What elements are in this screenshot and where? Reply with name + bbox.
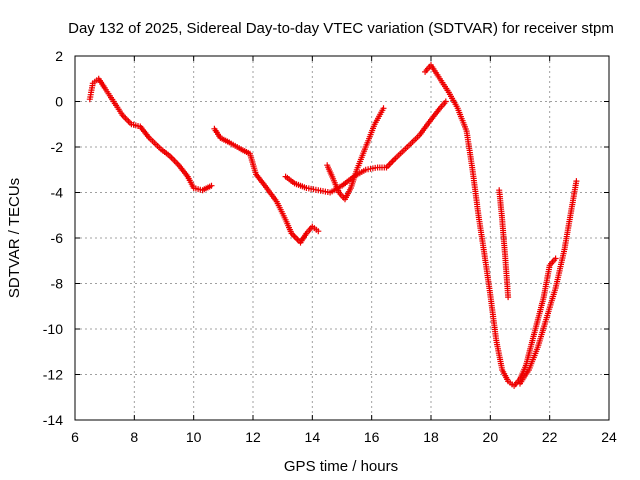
x-tick-label: 24 — [601, 429, 617, 445]
y-tick-label: -12 — [43, 367, 63, 383]
x-tick-label: 8 — [130, 429, 138, 445]
x-tick-label: 6 — [71, 429, 79, 445]
y-tick-label: -6 — [51, 230, 64, 246]
x-tick-label: 14 — [305, 429, 321, 445]
x-axis-label: GPS time / hours — [284, 458, 398, 475]
series-arc-3 — [282, 98, 449, 196]
y-axis-label: SDTVAR / TECUs — [6, 178, 23, 298]
y-tick-label: -14 — [43, 412, 63, 428]
x-tick-label: 18 — [423, 429, 439, 445]
series-markers — [324, 105, 387, 203]
series-markers — [282, 98, 449, 196]
chart-title: Day 132 of 2025, Sidereal Day-to-day VTE… — [68, 20, 614, 37]
series-arc-6 — [496, 187, 512, 301]
series-arc-1 — [86, 75, 215, 194]
x-axis: 6 8 10 12 14 16 18 20 22 24 — [71, 56, 617, 445]
grid-lines — [75, 56, 609, 420]
y-tick-label: -4 — [51, 185, 64, 201]
y-tick-label: -2 — [51, 139, 64, 155]
series-markers — [517, 178, 580, 387]
y-tick-label: 0 — [55, 94, 63, 110]
y-tick-label: -10 — [43, 321, 63, 337]
data-series — [86, 62, 580, 389]
x-tick-label: 12 — [245, 429, 261, 445]
series-markers — [422, 62, 559, 389]
y-tick-label: -8 — [51, 276, 64, 292]
series-markers — [86, 75, 215, 194]
series-markers — [496, 187, 512, 301]
x-tick-label: 10 — [186, 429, 202, 445]
series-markers — [211, 125, 322, 246]
x-tick-label: 16 — [364, 429, 380, 445]
series-arc-7 — [517, 178, 580, 387]
series-arc-4 — [324, 105, 387, 203]
series-arc-5 — [422, 62, 559, 389]
series-arc-2 — [211, 125, 322, 246]
y-axis: -14 -12 -10 -8 -6 -4 -2 0 2 — [43, 48, 609, 428]
x-tick-label: 20 — [483, 429, 499, 445]
x-tick-label: 22 — [542, 429, 558, 445]
y-tick-label: 2 — [55, 48, 63, 64]
